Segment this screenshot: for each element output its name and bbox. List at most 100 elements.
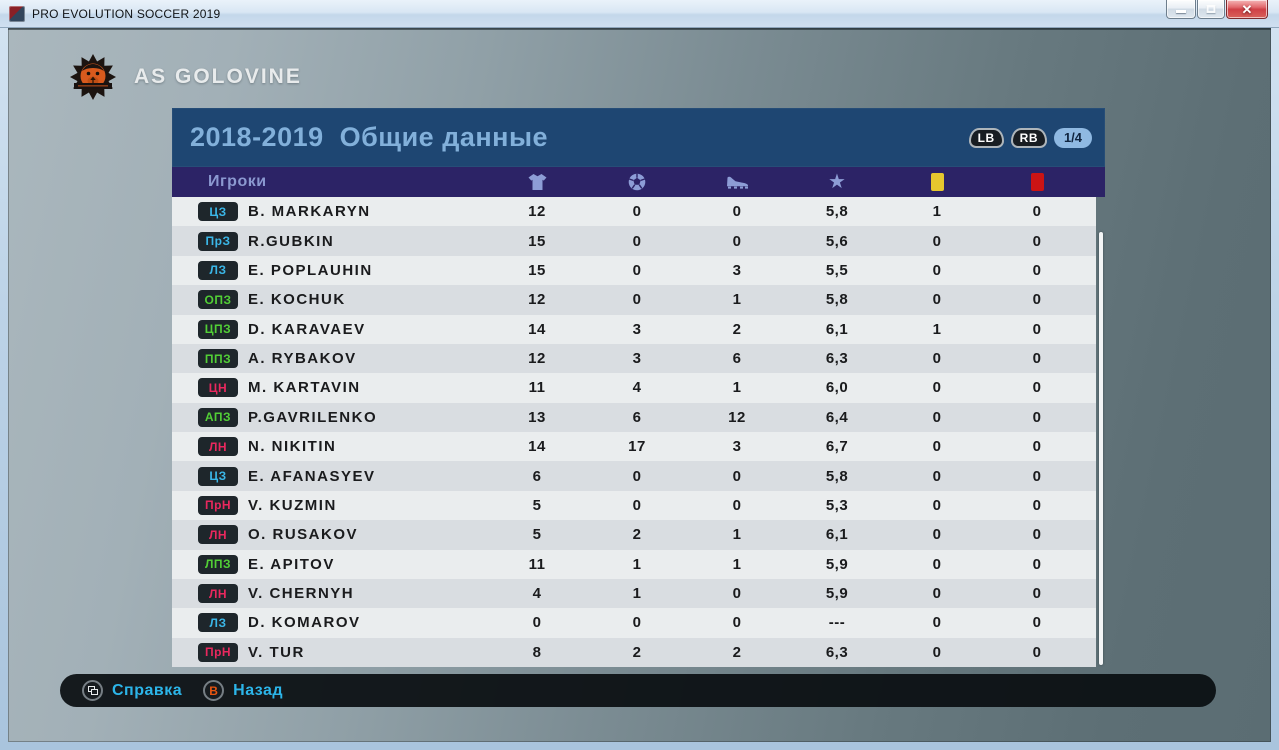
appearances-value: 15 bbox=[528, 232, 546, 250]
rating-value: 6,4 bbox=[825, 408, 849, 426]
goals-value: 6 bbox=[632, 408, 642, 426]
position-badge: ЦЗ bbox=[198, 202, 238, 222]
panel-title-bar: 2018-2019 Общие данные LB RB 1/4 bbox=[172, 108, 1105, 167]
appearances-value: 13 bbox=[528, 408, 546, 426]
red-cards-value: 0 bbox=[1032, 438, 1042, 456]
maximize-button[interactable] bbox=[1197, 0, 1225, 19]
player-name: B. MARKARYN bbox=[248, 203, 371, 221]
appearances-value: 11 bbox=[528, 379, 546, 397]
table-row[interactable]: ОПЗ E. KOCHUK 12 0 1 5,8 0 0 bbox=[172, 285, 1096, 315]
goals-value: 0 bbox=[632, 614, 642, 632]
player-name: A. RYBAKOV bbox=[248, 350, 357, 368]
assists-value: 1 bbox=[732, 526, 742, 544]
table-row[interactable]: ЛЗ D. KOMAROV 0 0 0 --- 0 0 bbox=[172, 608, 1096, 638]
players-column-label: Игроки bbox=[208, 173, 267, 190]
yellow-cards-value: 0 bbox=[932, 261, 942, 279]
position-badge: ЛПЗ bbox=[198, 554, 238, 574]
goals-value: 0 bbox=[632, 291, 642, 309]
rating-value: 5,8 bbox=[825, 467, 849, 485]
goals-value: 0 bbox=[632, 467, 642, 485]
position-badge: ОПЗ bbox=[198, 290, 238, 310]
assists-value: 2 bbox=[732, 643, 742, 661]
player-name: E. APITOV bbox=[248, 555, 335, 573]
table-row[interactable]: ПрЗ R.GUBKIN 15 0 0 5,6 0 0 bbox=[172, 226, 1096, 256]
table-row[interactable]: ПрН V. KUZMIN 5 0 0 5,3 0 0 bbox=[172, 490, 1096, 521]
table-row[interactable]: ЛН O. RUSAKOV 5 2 1 6,1 0 0 bbox=[172, 520, 1096, 550]
table-row[interactable]: ЦЗ E. AFANASYEV 6 0 0 5,8 0 0 bbox=[172, 461, 1096, 491]
rating-value: 6,1 bbox=[825, 526, 849, 544]
appearances-shirt-icon bbox=[527, 173, 548, 191]
rating-value: 5,8 bbox=[825, 291, 849, 309]
table-row[interactable]: ЛЗ E. POPLAUHIN 15 0 3 5,5 0 0 bbox=[172, 255, 1096, 286]
help-button[interactable]: Справка bbox=[82, 680, 182, 701]
rating-star-icon: ★ bbox=[828, 171, 846, 193]
appearances-value: 12 bbox=[528, 350, 546, 368]
table-row[interactable]: ЛПЗ E. APITOV 11 1 1 5,9 0 0 bbox=[172, 549, 1096, 579]
red-cards-value: 0 bbox=[1032, 291, 1042, 309]
season-title: 2018-2019 Общие данные bbox=[190, 122, 549, 152]
help-label: Справка bbox=[112, 681, 183, 699]
table-row[interactable]: ЦПЗ D. KARAVAEV 14 3 2 6,1 1 0 bbox=[172, 314, 1096, 344]
appearances-value: 6 bbox=[532, 467, 542, 485]
player-name: N. NIKITIN bbox=[248, 438, 337, 456]
position-badge: ПрН bbox=[198, 642, 238, 662]
assists-value: 1 bbox=[732, 291, 742, 309]
goals-ball-icon bbox=[628, 173, 646, 191]
yellow-cards-value: 1 bbox=[932, 320, 942, 338]
assists-value: 0 bbox=[732, 585, 742, 603]
red-cards-value: 0 bbox=[1032, 379, 1042, 397]
table-row[interactable]: АПЗ P.GAVRILENKO 13 6 12 6,4 0 0 bbox=[172, 402, 1096, 432]
goals-value: 0 bbox=[632, 203, 642, 221]
table-row[interactable]: ЛН V. CHERNYH 4 1 0 5,9 0 0 bbox=[172, 578, 1096, 609]
lb-shoulder-button[interactable]: LB bbox=[968, 127, 1004, 148]
back-button[interactable]: B Назад bbox=[203, 680, 283, 701]
assists-value: 3 bbox=[732, 438, 742, 456]
goals-value: 0 bbox=[632, 232, 642, 250]
window-title: PRO EVOLUTION SOCCER 2019 bbox=[32, 7, 221, 21]
red-cards-value: 0 bbox=[1032, 232, 1042, 250]
rating-value: 5,8 bbox=[825, 203, 849, 221]
red-card-icon bbox=[1030, 173, 1044, 191]
table-row[interactable]: ЛН N. NIKITIN 14 17 3 6,7 0 0 bbox=[172, 432, 1096, 462]
player-name: D. KOMAROV bbox=[248, 614, 361, 632]
player-name: E. AFANASYEV bbox=[248, 467, 376, 485]
player-name: E. KOCHUK bbox=[248, 291, 346, 309]
position-badge: ЛЗ bbox=[198, 613, 238, 633]
assists-value: 0 bbox=[732, 496, 742, 514]
assists-value: 2 bbox=[732, 320, 742, 338]
window-titlebar: PRO EVOLUTION SOCCER 2019 ✕ bbox=[0, 0, 1279, 28]
yellow-cards-value: 0 bbox=[932, 379, 942, 397]
team-header: AS GOLOVINE bbox=[68, 52, 302, 102]
player-name: E. POPLAUHIN bbox=[248, 261, 373, 279]
rb-shoulder-button[interactable]: RB bbox=[1010, 127, 1047, 148]
goals-value: 17 bbox=[628, 438, 646, 456]
position-badge: ЦН bbox=[198, 378, 238, 398]
red-cards-value: 0 bbox=[1032, 555, 1042, 573]
table-row[interactable]: ЦЗ B. MARKARYN 12 0 0 5,8 1 0 bbox=[172, 197, 1096, 227]
page-indicator: 1/4 bbox=[1054, 127, 1092, 148]
red-cards-value: 0 bbox=[1032, 203, 1042, 221]
stats-panel: 2018-2019 Общие данные LB RB 1/4 Игроки bbox=[172, 108, 1105, 667]
assists-value: 0 bbox=[732, 203, 742, 221]
table-row[interactable]: ППЗ A. RYBAKOV 12 3 6 6,3 0 0 bbox=[172, 343, 1096, 374]
position-badge: ЛЗ bbox=[198, 260, 238, 280]
appearances-value: 11 bbox=[528, 555, 546, 573]
yellow-cards-value: 0 bbox=[932, 643, 942, 661]
yellow-cards-value: 0 bbox=[932, 291, 942, 309]
close-button[interactable]: ✕ bbox=[1226, 0, 1268, 19]
table-row[interactable]: ЦН M. KARTAVIN 11 4 1 6,0 0 0 bbox=[172, 373, 1096, 403]
table-row[interactable]: ПрН V. TUR 8 2 2 6,3 0 0 bbox=[172, 637, 1096, 667]
position-badge: АПЗ bbox=[198, 407, 238, 427]
scrollbar-thumb[interactable] bbox=[1099, 232, 1103, 665]
appearances-value: 12 bbox=[528, 291, 546, 309]
position-badge: ППЗ bbox=[198, 349, 238, 369]
appearances-value: 12 bbox=[528, 203, 546, 221]
position-badge: ПрН bbox=[198, 495, 238, 515]
b-button-icon: B bbox=[203, 680, 225, 701]
assists-value: 12 bbox=[728, 408, 746, 426]
red-cards-value: 0 bbox=[1032, 643, 1042, 661]
appearances-value: 14 bbox=[528, 438, 546, 456]
minimize-button[interactable] bbox=[1166, 0, 1196, 19]
yellow-cards-value: 0 bbox=[932, 408, 942, 426]
assists-value: 3 bbox=[732, 261, 742, 279]
